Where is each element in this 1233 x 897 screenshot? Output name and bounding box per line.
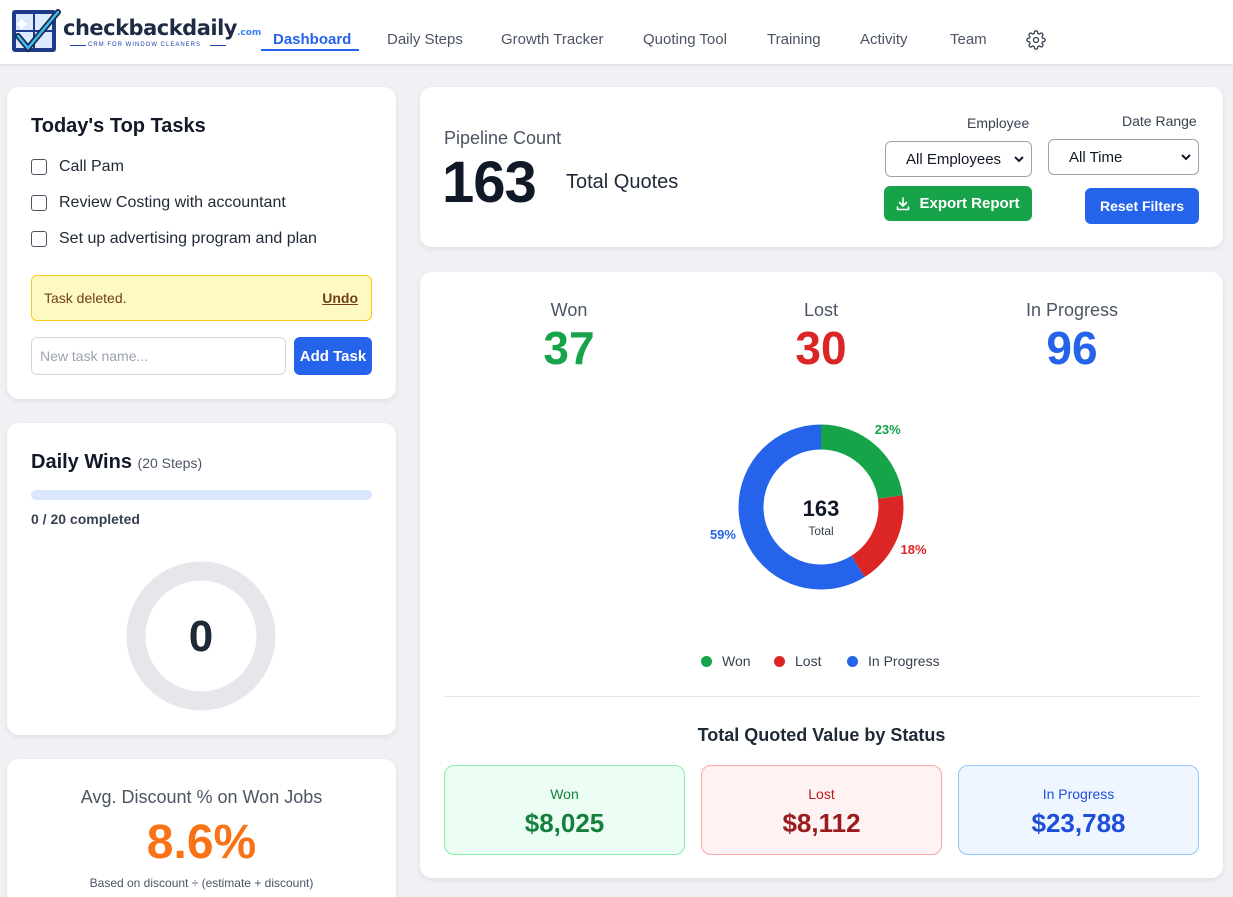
legend-label: In Progress [868,653,940,669]
legend-label: Lost [795,653,822,669]
donut-slice-lost[interactable] [738,424,904,590]
task-item[interactable]: Call Pam [31,156,124,178]
pipeline-count: 163 [442,150,537,215]
nav-team[interactable]: Team [950,31,987,48]
quoted-value-won-label: Won [550,786,579,802]
donut-center-value: 163 [803,496,840,521]
brand-name: checkbackdaily [63,16,237,40]
in-progress-count: 96 [1046,322,1098,374]
legend-label: Won [722,653,751,669]
quoted-value-lost: Lost $8,112 [701,765,942,855]
donut-percent-label-in-progress: 59% [710,527,736,542]
quoted-value-title: Total Quoted Value by Status [697,725,946,745]
task-checkbox[interactable] [31,195,47,211]
quoted-value-lost-amount: $8,112 [782,808,861,838]
donut-slice-won[interactable] [738,424,904,590]
daily-wins-ring: 0 [126,561,276,711]
export-report-label: Export Report [919,195,1020,212]
daily-wins-progress-bar [31,490,372,500]
legend-item-in-progress: In Progress [847,653,940,669]
brand-logo[interactable]: checkbackdaily.com CRM FOR WINDOW CLEANE… [10,6,261,58]
employee-select-value: All Employees [906,151,1002,168]
quoted-value-in-progress-amount: $23,788 [1031,808,1126,838]
won-label: Won [550,300,588,320]
donut-percent-label-lost: 18% [901,542,927,557]
employee-filter-label: Employee [967,115,1030,131]
quoted-value-in-progress-label: In Progress [1042,786,1115,802]
daily-wins-title: Daily Wins [31,451,132,473]
legend-dot [701,655,712,667]
logo-badge-icon [12,9,61,53]
top-tasks-card: Today's Top Tasks Call Pam Review Costin… [7,87,396,399]
task-item[interactable]: Review Costing with accountant [31,192,286,214]
legend-item-lost: Lost [774,653,821,669]
lost-count: 30 [795,322,847,374]
date-range-select[interactable]: All Time [1048,139,1199,175]
nav-dashboard[interactable]: Dashboard [273,31,352,48]
avg-discount-title: Avg. Discount % on Won Jobs [80,787,323,807]
chevron-down-icon [1181,154,1191,161]
daily-wins-subtitle: (20 Steps) [137,455,203,471]
task-deleted-alert: Task deleted. Undo [31,275,372,321]
task-label: Set up advertising program and plan [59,230,317,247]
legend-dot [847,655,858,667]
avg-discount-card: Avg. Discount % on Won Jobs 8.6% Based o… [7,759,396,897]
chevron-down-icon [1014,156,1024,163]
in-progress-label: In Progress [1025,300,1119,320]
active-tab-underline [261,49,359,51]
top-tasks-title: Today's Top Tasks [31,115,206,137]
won-count: 37 [543,322,595,374]
avg-discount-value: 8.6% [146,816,257,869]
task-item[interactable]: Set up advertising program and plan [31,228,317,250]
quoted-value-lost-label: Lost [808,786,835,802]
nav-activity[interactable]: Activity [860,31,908,48]
pipeline-label: Pipeline Count [444,128,562,148]
legend-item-won: Won [701,653,751,669]
top-navbar: checkbackdaily.com CRM FOR WINDOW CLEANE… [0,0,1233,64]
task-label: Review Costing with accountant [59,194,286,211]
quoted-value-won-amount: $8,025 [524,808,605,838]
download-icon [897,196,910,210]
gear-icon[interactable] [1026,30,1046,50]
pipeline-status-card: Won 37 Lost 30 In Progress 96 163 Total … [420,272,1223,878]
brand-domain: .com [236,28,262,38]
reset-filters-button[interactable]: Reset Filters [1085,188,1199,224]
lost-label: Lost [803,300,839,320]
daily-wins-ring-value: 0 [189,612,213,661]
task-checkbox[interactable] [31,159,47,175]
divider [444,696,1199,697]
date-range-filter-label: Date Range [1122,113,1197,129]
donut-percent-label-won: 23% [875,422,901,437]
nav-growth-tracker[interactable]: Growth Tracker [501,31,604,48]
quoted-value-in-progress: In Progress $23,788 [958,765,1199,855]
undo-link[interactable]: Undo [322,290,358,306]
daily-wins-card: Daily Wins (20 Steps) 0 / 20 completed 0 [7,423,396,735]
quoted-value-won: Won $8,025 [444,765,685,855]
pipeline-donut-chart: 163 Total 23% 18% 59% [710,422,927,590]
daily-wins-completed-text: 0 / 20 completed [31,511,140,527]
nav-training[interactable]: Training [767,31,821,48]
donut-center-label: Total [808,524,833,538]
employee-select[interactable]: All Employees [885,141,1032,177]
add-task-button[interactable]: Add Task [294,337,372,375]
alert-message: Task deleted. [44,290,127,306]
avg-discount-note: Based on discount ÷ (estimate + discount… [89,876,314,890]
brand-tagline: CRM FOR WINDOW CLEANERS [88,42,201,48]
pipeline-card: Pipeline Count 163 Total Quotes Employee… [420,87,1223,247]
nav-quoting-tool[interactable]: Quoting Tool [643,31,727,48]
nav-daily-steps[interactable]: Daily Steps [387,31,463,48]
date-range-select-value: All Time [1069,149,1123,166]
pipeline-count-caption: Total Quotes [566,171,679,193]
task-label: Call Pam [59,158,124,175]
task-checkbox[interactable] [31,231,47,247]
export-report-button[interactable]: Export Report [884,186,1032,221]
new-task-input[interactable] [31,337,286,375]
legend-dot [774,655,785,667]
